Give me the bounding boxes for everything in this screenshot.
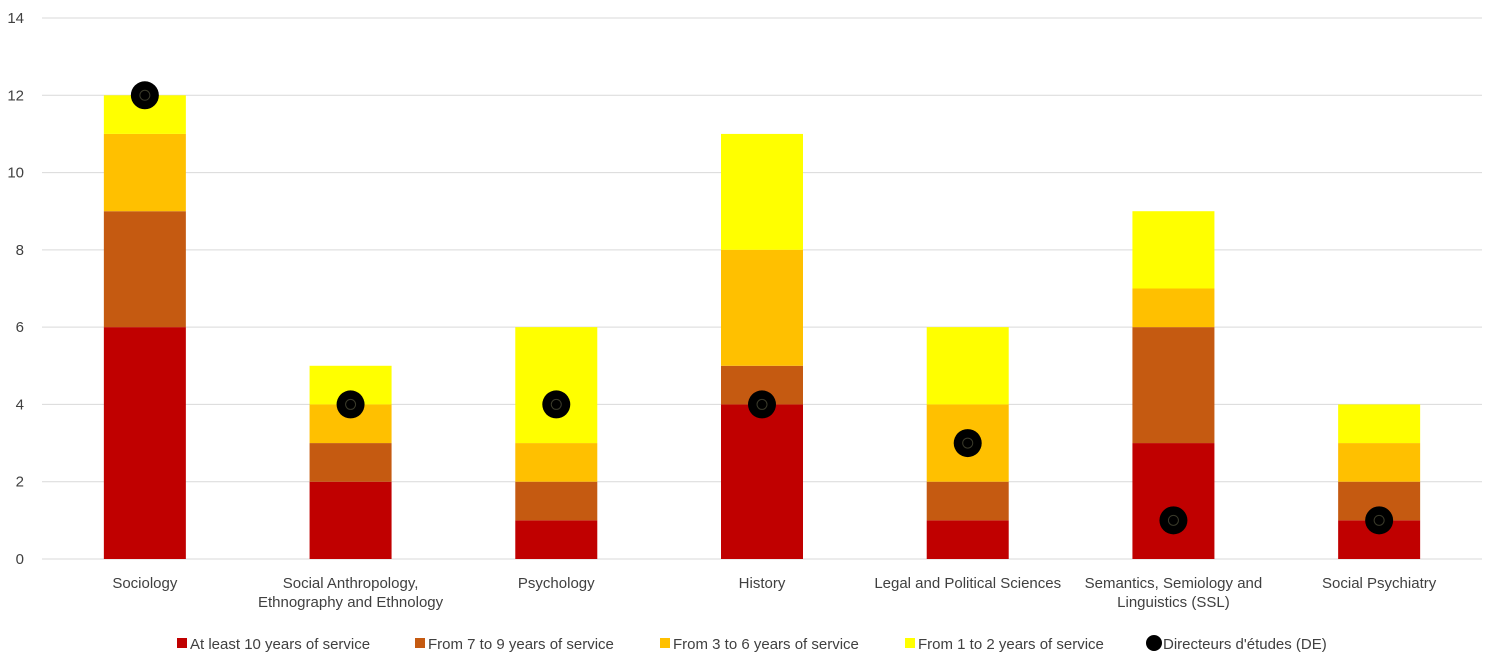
de-marker	[953, 429, 982, 458]
bar-segment-1	[721, 404, 803, 559]
bar-segment-4	[926, 327, 1009, 405]
bar-segment-2	[515, 481, 598, 521]
x-tick-label: Psychology	[518, 575, 595, 592]
x-tick-label: Social Psychiatry	[1322, 575, 1437, 592]
bar-segment-2	[926, 481, 1009, 521]
bar-segment-1	[926, 520, 1009, 559]
bar-segment-2	[103, 211, 186, 328]
legend-marker	[1146, 635, 1162, 651]
de-marker-inner	[962, 437, 974, 449]
de-marker-inner	[756, 398, 768, 410]
y-tick-label: 8	[16, 242, 24, 259]
de-marker	[1159, 506, 1188, 535]
legend-label: From 7 to 9 years of service	[428, 636, 614, 653]
y-tick-label: 2	[16, 474, 24, 491]
bar-segment-3	[515, 443, 598, 482]
de-marker-inner	[345, 398, 357, 410]
bar-segment-1	[309, 481, 392, 559]
de-marker	[130, 81, 159, 110]
bar-segment-4	[721, 133, 803, 250]
bar-segment-3	[1338, 443, 1421, 482]
de-marker-inner	[1167, 514, 1179, 526]
de-marker	[748, 390, 776, 419]
de-marker	[1365, 506, 1394, 535]
legend-label: Directeurs d'études (DE)	[1163, 636, 1327, 653]
legend-swatch	[177, 638, 187, 648]
x-tick-label: Legal and Political Sciences	[874, 575, 1061, 592]
y-tick-label: 0	[16, 551, 24, 568]
legend-swatch	[415, 638, 425, 648]
legend-label: From 1 to 2 years of service	[918, 636, 1104, 653]
legend-label: At least 10 years of service	[190, 636, 370, 653]
de-marker	[542, 390, 571, 419]
y-tick-label: 6	[16, 319, 24, 336]
bar-segment-3	[1132, 288, 1215, 328]
x-tick-label: Ethnography and Ethnology	[258, 594, 444, 611]
y-tick-label: 12	[7, 87, 24, 104]
bar-segment-4	[515, 327, 598, 444]
legend-swatch	[905, 638, 915, 648]
x-tick-label: Semantics, Semiology and	[1085, 575, 1263, 592]
y-tick-label: 10	[7, 165, 24, 182]
de-marker	[336, 390, 365, 419]
bar-segment-1	[103, 327, 186, 559]
de-marker-inner	[550, 398, 562, 410]
bar-segment-2	[309, 443, 392, 482]
bar-segment-4	[1132, 211, 1215, 289]
de-marker-inner	[139, 89, 151, 101]
bar-segment-3	[721, 249, 803, 366]
bar-segment-1	[515, 520, 598, 559]
bar-segment-2	[1132, 327, 1215, 444]
x-tick-label: Sociology	[112, 575, 178, 592]
legend-label: From 3 to 6 years of service	[673, 636, 859, 653]
bar-segment-3	[103, 133, 186, 212]
bar-segment-1	[1132, 443, 1215, 559]
legend-swatch	[660, 638, 670, 648]
y-tick-label: 14	[7, 10, 24, 27]
x-tick-label: Social Anthropology,	[283, 575, 419, 592]
y-tick-label: 4	[16, 396, 24, 413]
de-marker-inner	[1373, 514, 1385, 526]
bar-segment-4	[1338, 404, 1421, 444]
x-tick-label: History	[739, 575, 786, 592]
x-tick-label: Linguistics (SSL)	[1117, 594, 1230, 611]
